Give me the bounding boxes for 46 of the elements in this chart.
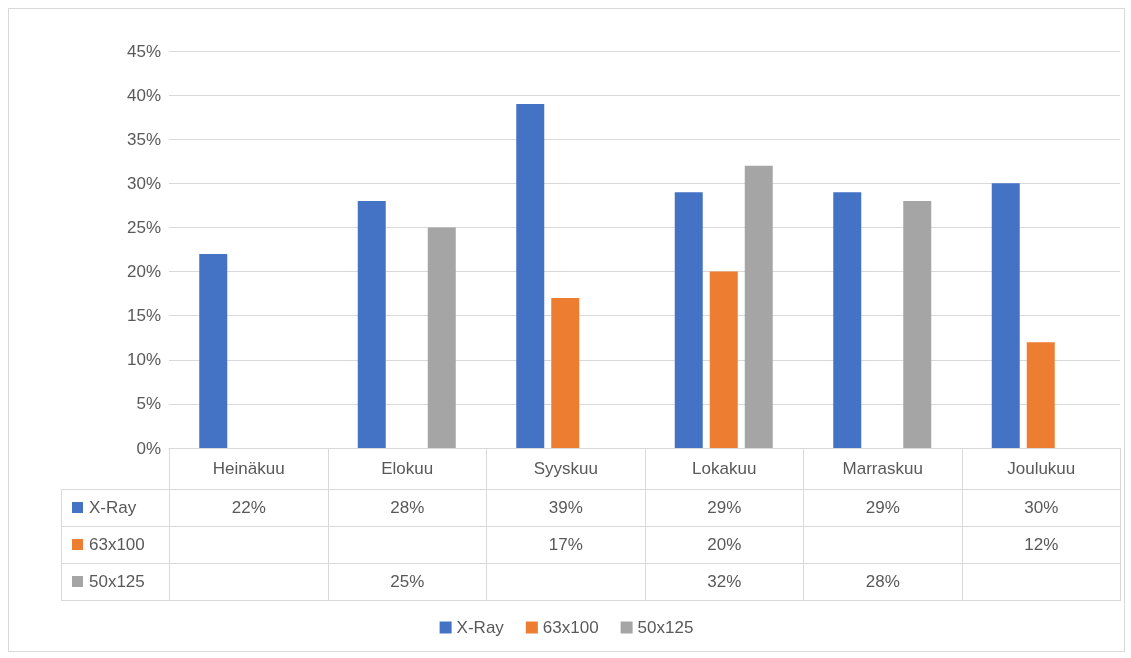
data-label: 30% — [962, 489, 1121, 527]
text: X-Ray — [456, 618, 504, 637]
data-label: 25% — [328, 563, 487, 601]
data-label: 39% — [486, 489, 645, 527]
bar — [516, 103, 545, 448]
bar — [674, 192, 703, 448]
bar — [199, 253, 228, 448]
x-tick-label: Lokakuu — [645, 448, 804, 490]
legend-label: X-Ray — [89, 498, 137, 517]
bar — [1026, 342, 1055, 448]
text: 63x100 — [89, 535, 145, 554]
data-label: 22% — [169, 489, 328, 527]
x-tick-label: Marraskuu — [803, 448, 962, 490]
bar — [833, 192, 862, 448]
bar — [551, 298, 580, 448]
text: 50x125 — [89, 572, 145, 591]
x-tick-label: Syyskuu — [486, 448, 645, 490]
bar — [903, 200, 932, 448]
y-tick-label: 0% — [136, 438, 161, 458]
data-label: 29% — [645, 489, 804, 527]
bar — [991, 183, 1020, 448]
x-tick-label: Heinäkuu — [169, 448, 328, 490]
y-tick-label: 10% — [126, 350, 161, 370]
y-tick-label: 20% — [126, 262, 161, 282]
y-tick-label: 40% — [126, 85, 161, 105]
data-label: 20% — [645, 526, 804, 564]
data-label: 12% — [962, 526, 1121, 564]
bar — [744, 165, 773, 448]
x-tick-label: Joulukuu — [962, 448, 1121, 490]
y-tick-label: 5% — [136, 394, 161, 414]
bar — [709, 271, 738, 448]
y-tick-label: 30% — [126, 173, 161, 193]
data-label: 29% — [803, 489, 962, 527]
data-label: 28% — [328, 489, 487, 527]
legend-label: 63x100 — [542, 618, 599, 637]
y-tick-label: 45% — [126, 41, 161, 61]
legend-label: 50x125 — [637, 618, 694, 637]
data-label: 17% — [486, 526, 645, 564]
y-tick-label: 25% — [126, 217, 161, 237]
y-tick-label: 35% — [126, 129, 161, 149]
bar — [357, 200, 386, 448]
bar — [427, 227, 456, 448]
data-label: 28% — [803, 563, 962, 601]
x-tick-label: Elokuu — [328, 448, 487, 490]
data-label: 32% — [645, 563, 804, 601]
y-tick-label: 15% — [126, 306, 161, 326]
